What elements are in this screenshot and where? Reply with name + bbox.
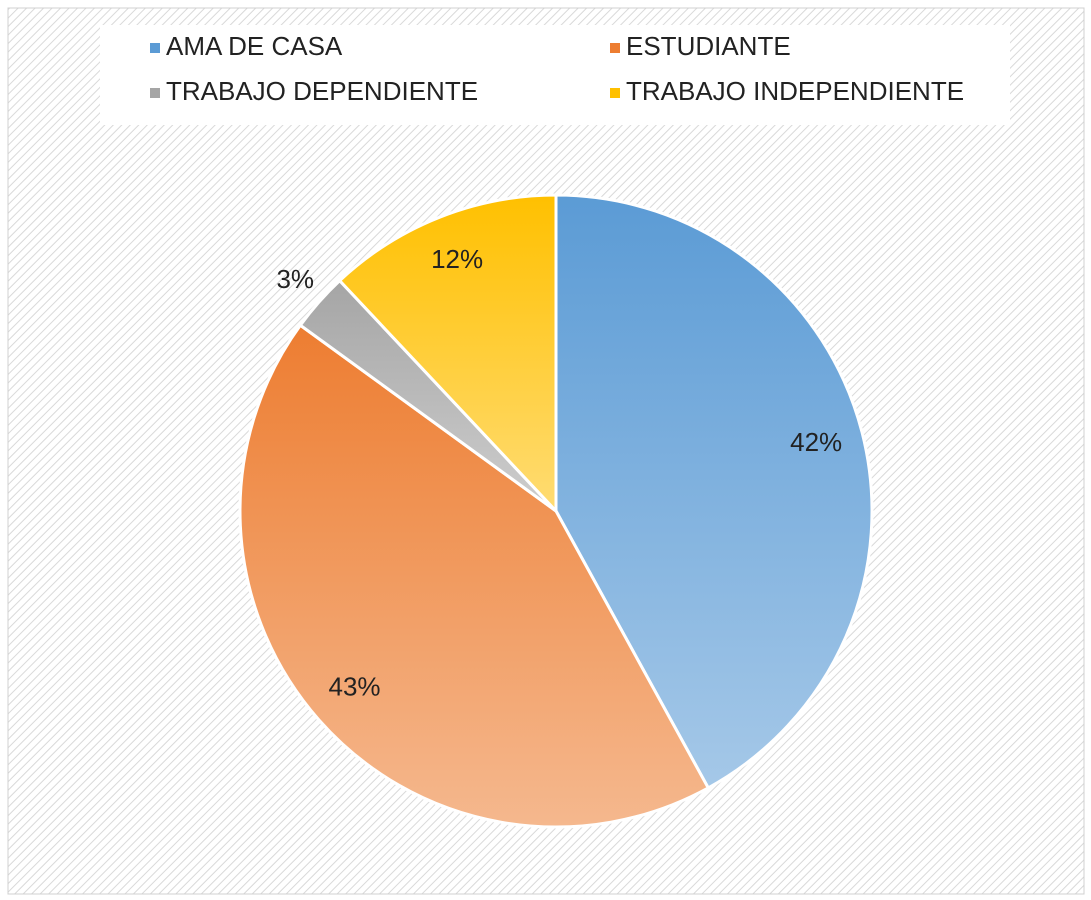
legend-swatch [150, 43, 160, 53]
data-label: 42% [790, 427, 842, 457]
legend-swatch [610, 88, 620, 98]
legend-swatch [150, 88, 160, 98]
legend-label: TRABAJO DEPENDIENTE [166, 76, 478, 106]
data-label: 3% [276, 264, 314, 294]
legend-swatch [610, 43, 620, 53]
legend-label: TRABAJO INDEPENDIENTE [626, 76, 964, 106]
legend-label: ESTUDIANTE [626, 31, 791, 61]
pie-slice [238, 323, 711, 829]
legend-box [100, 25, 1010, 125]
data-label: 43% [328, 672, 380, 702]
legend-label: AMA DE CASA [166, 31, 343, 61]
pie-slice [337, 193, 558, 515]
data-label: 12% [431, 244, 483, 274]
pie-slice [554, 193, 874, 790]
